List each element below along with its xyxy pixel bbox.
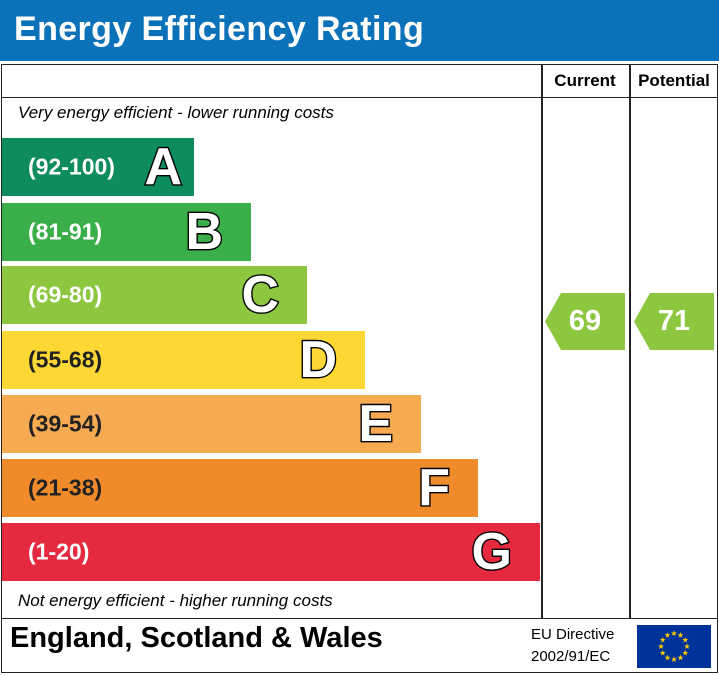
- svg-text:E: E: [358, 395, 393, 453]
- svg-text:A: A: [144, 138, 182, 196]
- svg-text:C: C: [241, 266, 279, 324]
- svg-text:D: D: [299, 331, 337, 389]
- svg-text:G: G: [472, 523, 512, 581]
- svg-text:F: F: [418, 459, 450, 517]
- svg-text:B: B: [185, 203, 223, 261]
